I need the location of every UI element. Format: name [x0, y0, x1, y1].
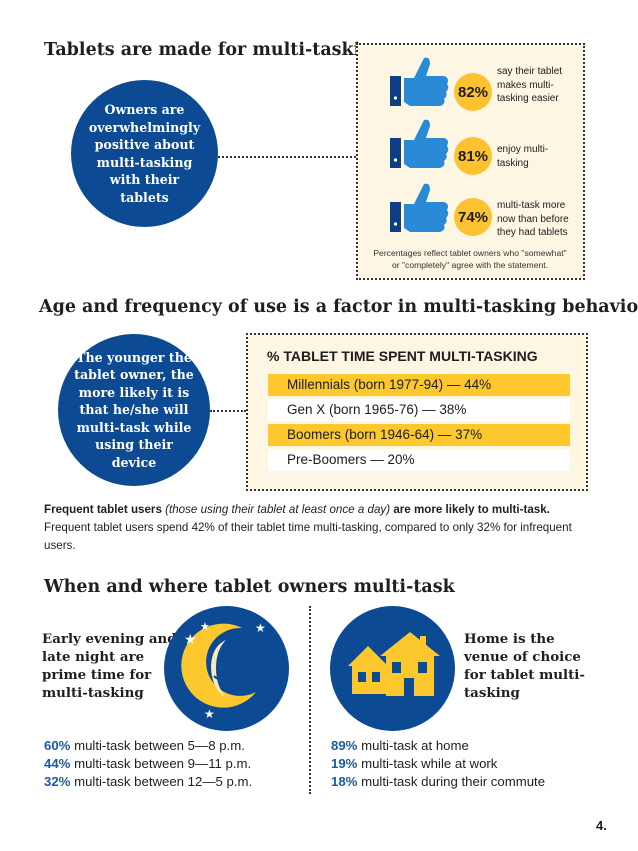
star-icon: ★ — [200, 620, 210, 633]
right-stat-pct: 19% — [331, 756, 358, 771]
thumbs-up-icon — [390, 183, 449, 232]
page-number: 4. — [596, 818, 607, 833]
left-stat-pct: 60% — [44, 738, 71, 753]
thumbs-up-icon — [390, 119, 449, 168]
connector-dots — [210, 410, 246, 412]
section3-divider — [309, 606, 311, 794]
section1-title: Tablets are made for multi-tasking — [44, 40, 386, 60]
section2-title: Age and frequency of use is a factor in … — [39, 297, 638, 317]
freq-bold-2: are more likely to multi-task. — [393, 503, 550, 516]
right-stat-pct: 89% — [331, 738, 358, 753]
right-stat-text: multi-task at home — [361, 738, 469, 753]
right-stat-text: multi-task while at work — [361, 756, 498, 771]
thumbs-up-icon — [390, 57, 449, 106]
right-title: Home is the venue of choice for tablet m… — [464, 631, 585, 701]
section2-box-title: % TABLET TIME SPENT MULTI-TASKING — [267, 348, 538, 364]
right-stat-3: 18% multi-task during their commute — [331, 774, 545, 789]
left-stat-pct: 32% — [44, 774, 71, 789]
moon-icon: ★ ★ ★ ★ — [181, 620, 266, 721]
night-circle: ★ ★ ★ ★ — [164, 606, 289, 731]
left-stat-text: multi-task between 5—8 p.m. — [74, 738, 245, 753]
age-row-millennials: Millennials (born 1977-94) — 44% — [268, 374, 570, 396]
right-stat-pct: 18% — [331, 774, 358, 789]
left-stat-text: multi-task between 12—5 p.m. — [74, 774, 253, 789]
section1-footnote: Percentages reflect tablet owners who "s… — [373, 248, 567, 270]
stat-desc-1: say their tablet makes multi-tasking eas… — [497, 66, 563, 104]
section1-circle-text: Owners are overwhelmingly positive about… — [88, 102, 201, 205]
right-stat-1: 89% multi-task at home — [331, 738, 469, 753]
frequency-paragraph: Frequent tablet users (those using their… — [44, 501, 589, 555]
star-icon: ★ — [204, 707, 215, 721]
connector-dots — [218, 156, 356, 158]
stat-desc-3: multi-task more now than before they had… — [497, 200, 569, 238]
age-row-boomers: Boomers (born 1946-64) — 37% — [268, 424, 570, 446]
stat-desc-2: enjoy multi-tasking — [497, 144, 549, 169]
stat-pct-1: 82% — [454, 73, 492, 111]
section1-circle: Owners are overwhelmingly positive about… — [71, 80, 218, 227]
freq-italic: (those using their tablet at least once … — [165, 503, 391, 516]
star-icon: ★ — [255, 621, 266, 635]
age-row-genx: Gen X (born 1965-76) — 38% — [268, 399, 570, 421]
house-icon — [348, 632, 440, 696]
section2-circle: The younger the tablet owner, the more l… — [58, 334, 210, 486]
home-circle — [330, 606, 455, 731]
stat-pct-3: 74% — [454, 198, 492, 236]
left-stat-text: multi-task between 9—11 p.m. — [74, 756, 252, 771]
right-stat-text: multi-task during their commute — [361, 774, 546, 789]
freq-bold-1: Frequent tablet users — [44, 503, 162, 516]
section2-circle-text: The younger the tablet owner, the more l… — [74, 349, 194, 470]
left-title: Early evening and late night are prime t… — [42, 631, 177, 701]
left-stat-2: 44% multi-task between 9—11 p.m. — [44, 756, 251, 771]
stat-pct-2: 81% — [454, 137, 492, 175]
age-row-preboomers: Pre-Boomers — 20% — [268, 449, 570, 471]
left-stat-3: 32% multi-task between 12—5 p.m. — [44, 774, 252, 789]
section3-title: When and where tablet owners multi-task — [44, 577, 455, 597]
left-stat-pct: 44% — [44, 756, 71, 771]
freq-body: Frequent tablet users spend 42% of their… — [44, 521, 572, 552]
left-stat-1: 60% multi-task between 5—8 p.m. — [44, 738, 245, 753]
star-icon: ★ — [184, 632, 197, 648]
right-stat-2: 19% multi-task while at work — [331, 756, 497, 771]
